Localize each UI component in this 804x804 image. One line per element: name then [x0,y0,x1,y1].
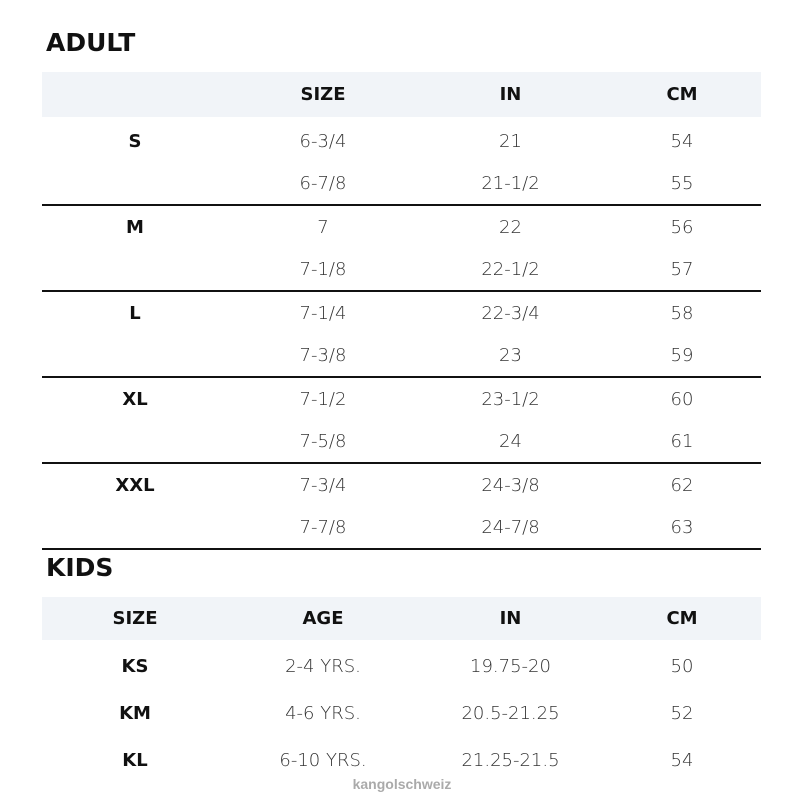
header-cell: IN [499,608,522,629]
header-cell: CM [666,84,698,105]
table-cell: 24 [499,430,522,452]
table-cell: 55 [670,172,694,194]
kids-header-row: SIZE AGE IN CM [42,597,761,640]
table-cell: 21.25-21.5 [461,750,560,771]
adult-table: SIZE IN CM S 6-3/4 21 54 6-7/8 21-1/2 55 M 7 22 56… [42,72,761,550]
table-cell: 2-4 YRS. [285,656,361,677]
table-cell: 6-7/8 [299,172,347,194]
header-cell: IN [499,84,522,105]
table-row: 7-7/8 24-7/8 63 [42,506,761,548]
table-row: XL 7-1/2 23-1/2 60 [42,378,761,420]
table-row: S 6-3/4 21 54 [42,120,761,162]
kids-title: KIDS [46,553,114,582]
adult-header-row: SIZE IN CM [42,72,761,117]
size-label: XL [122,388,148,410]
size-group: S 6-3/4 21 54 6-7/8 21-1/2 55 [42,120,761,206]
table-row: KM 4-6 YRS. 20.5-21.25 52 [42,690,761,737]
table-cell: 4-6 YRS. [285,703,361,724]
table-cell: 7-1/8 [299,258,347,280]
table-cell: 24-3/8 [481,474,540,496]
table-cell: 7-3/4 [299,474,347,496]
table-cell: 7 [317,216,329,238]
header-cell: SIZE [112,608,158,629]
table-cell: 6-3/4 [299,130,347,152]
table-cell: 22-1/2 [481,258,540,280]
table-cell: 7-3/8 [299,344,347,366]
table-cell: 56 [670,216,694,238]
table-row: XXL 7-3/4 24-3/8 62 [42,464,761,506]
size-group: M 7 22 56 7-1/8 22-1/2 57 [42,206,761,292]
watermark: kangolschweiz [352,776,452,792]
size-label: KS [121,656,149,677]
table-cell: 7-5/8 [299,430,347,452]
header-cell: SIZE [300,84,346,105]
table-row: 7-3/8 23 59 [42,334,761,376]
table-cell: 22 [499,216,522,238]
table-cell: 59 [670,344,694,366]
size-label: L [129,302,141,324]
table-cell: 50 [670,656,694,677]
size-label: S [128,130,142,152]
table-row: 6-7/8 21-1/2 55 [42,162,761,204]
header-cell: AGE [302,608,344,629]
table-cell: 21 [499,130,522,152]
table-cell: 23-1/2 [481,388,540,410]
table-cell: 23 [499,344,522,366]
table-cell: 7-1/4 [299,302,347,324]
table-cell: 20.5-21.25 [461,703,560,724]
table-cell: 57 [670,258,694,280]
table-cell: 62 [670,474,694,496]
size-label: KL [122,750,148,771]
table-cell: 21-1/2 [481,172,540,194]
table-cell: 52 [670,703,694,724]
table-row: L 7-1/4 22-3/4 58 [42,292,761,334]
table-cell: 19.75-20 [470,656,551,677]
size-group: XL 7-1/2 23-1/2 60 7-5/8 24 61 [42,378,761,464]
table-cell: 54 [670,130,694,152]
table-row: M 7 22 56 [42,206,761,248]
table-cell: 54 [670,750,694,771]
adult-title: ADULT [46,28,136,57]
table-cell: 63 [670,516,694,538]
table-cell: 7-7/8 [299,516,347,538]
size-group: XXL 7-3/4 24-3/8 62 7-7/8 24-7/8 63 [42,464,761,550]
table-cell: 60 [670,388,694,410]
table-cell: 24-7/8 [481,516,540,538]
table-cell: 61 [670,430,694,452]
table-row: 7-1/8 22-1/2 57 [42,248,761,290]
table-row: 7-5/8 24 61 [42,420,761,462]
table-row: KS 2-4 YRS. 19.75-20 50 [42,643,761,690]
table-cell: 22-3/4 [481,302,540,324]
size-label: M [126,216,144,238]
header-cell: CM [666,608,698,629]
size-label: KM [119,703,151,724]
table-cell: 7-1/2 [299,388,347,410]
kids-table: SIZE AGE IN CM KS 2-4 YRS. 19.75-20 50 KM 4-6… [42,597,761,784]
size-group: L 7-1/4 22-3/4 58 7-3/8 23 59 [42,292,761,378]
table-cell: 58 [670,302,694,324]
table-row: KL 6-10 YRS. 21.25-21.5 54 [42,737,761,784]
table-cell: 6-10 YRS. [279,750,367,771]
size-label: XXL [115,474,155,496]
